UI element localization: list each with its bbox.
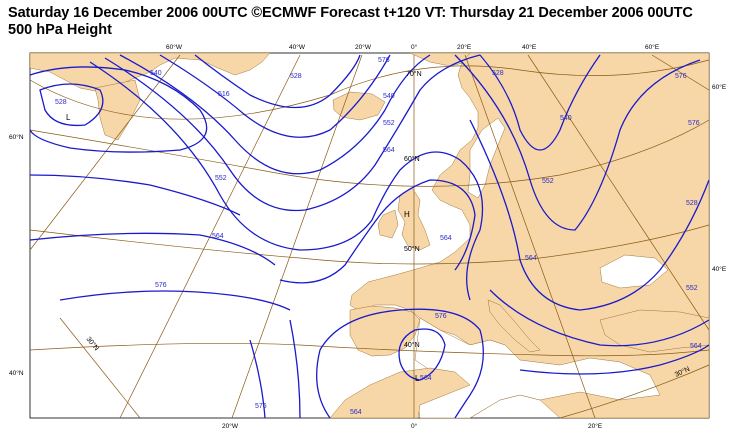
- contour-label: 540: [560, 115, 572, 122]
- chart-subtitle: 500 hPa Height: [8, 22, 112, 38]
- lon-label-bottom: 20°W: [222, 422, 239, 430]
- meridian-60e: [651, 54, 710, 91]
- lon-label-top: 60°E: [645, 43, 660, 51]
- parallel-40n: [29, 342, 710, 357]
- lat-label-left: 60°N: [9, 133, 24, 141]
- contour-label: 552: [542, 178, 554, 185]
- lon-label-top: 60°W: [166, 43, 183, 51]
- iberia: [349, 305, 421, 357]
- lat-label-right: 60°E: [712, 83, 727, 91]
- contour-label: 576: [688, 120, 700, 127]
- contour-label: 564: [440, 235, 452, 242]
- lat-label: 60°N: [404, 155, 420, 163]
- contour-label: 528: [492, 70, 504, 77]
- contour-label: 576: [155, 282, 167, 289]
- contour-576-ridge: [279, 179, 476, 284]
- north-africa: [329, 367, 471, 419]
- contour-labels: 528 540 552 564 576 516 528 540 552 564 …: [55, 57, 702, 416]
- contour-540-ridge: [119, 54, 431, 175]
- lat-label: 40°N: [404, 341, 420, 349]
- high-center: H: [404, 210, 410, 219]
- parallel-50n: [29, 224, 710, 265]
- contour-label: 552: [215, 175, 227, 182]
- chart-title: Saturday 16 December 2006 00UTC ©ECMWF F…: [8, 5, 693, 21]
- lon-label-top: 0°: [411, 43, 418, 51]
- contour-552-east: [454, 54, 701, 231]
- contour-label: 576: [675, 73, 687, 80]
- contour-564-sw: [249, 339, 266, 419]
- greenland-south: [94, 79, 141, 141]
- parallel-60n: [29, 119, 710, 187]
- contour-label: 528: [290, 73, 302, 80]
- contour-564-iberia: [398, 328, 446, 381]
- edge-labels: 60°W 40°W 20°W 0° 20°E 40°E 60°E 20°W 0°…: [9, 43, 727, 430]
- lon-label-top: 20°W: [355, 43, 372, 51]
- parallel-30n-east: [559, 364, 710, 419]
- meridian-20e: [464, 54, 596, 419]
- contour-label: 576: [378, 57, 390, 64]
- contour-label: 564: [690, 343, 702, 350]
- baltic-sea: [467, 117, 506, 199]
- contour-552-ridge: [104, 54, 481, 212]
- contour-576-east: [489, 289, 710, 347]
- lat-label-left: 40°N: [9, 369, 24, 377]
- contour-label: 540: [383, 93, 395, 100]
- contour-label: 528: [55, 99, 67, 106]
- lon-label-top: 40°E: [522, 43, 537, 51]
- contour-552-west: [29, 174, 241, 216]
- lat-label-right: 40°E: [712, 265, 727, 273]
- contour-576-se: [519, 344, 710, 375]
- meridian-60w: [29, 54, 181, 251]
- contour-576-iberia: [316, 308, 484, 419]
- pressure-centers: L H L: [66, 113, 420, 383]
- contour-528-ridge: [159, 54, 391, 138]
- lon-label-top: 20°E: [457, 43, 472, 51]
- contour-label: 516: [218, 91, 230, 98]
- italy: [487, 299, 541, 353]
- contour-label: 564: [420, 375, 432, 382]
- anatolia: [599, 309, 710, 353]
- contour-label: 564: [212, 233, 224, 240]
- low-center-iberia: L: [415, 374, 420, 383]
- meridian-20w: [231, 54, 363, 419]
- contour-label: 552: [383, 120, 395, 127]
- ireland: [377, 209, 399, 239]
- lon-label-top: 40°W: [289, 43, 306, 51]
- lat-label: 50°N: [404, 245, 420, 253]
- contour-540-west: [29, 66, 208, 153]
- contour-516: [194, 54, 361, 109]
- contour-label: 576: [435, 313, 447, 320]
- contour-576-west: [59, 290, 291, 311]
- contour-528-west: [39, 83, 104, 127]
- svalbard: [409, 52, 471, 67]
- low-center-west: L: [66, 113, 71, 122]
- contour-label: 564: [350, 409, 362, 416]
- contour-label: 540: [150, 70, 162, 77]
- parallel-30n: [59, 317, 141, 419]
- contour-564-east: [469, 119, 710, 311]
- contour-540-east: [479, 54, 601, 151]
- lon-label-bottom: 0°: [411, 422, 418, 430]
- contour-564-ridge: [89, 61, 484, 301]
- parallel-70n: [29, 59, 710, 120]
- lon-label-bottom: 20°E: [588, 422, 603, 430]
- meridian-40e: [527, 54, 710, 331]
- contour-564-west: [29, 232, 276, 266]
- height-contours: [29, 54, 710, 419]
- contour-label: 564: [383, 147, 395, 154]
- contour-label: 576: [255, 403, 267, 410]
- contour-576-sw: [289, 319, 301, 419]
- lat-label: 70°N: [406, 70, 422, 78]
- contour-label: 528: [686, 200, 698, 207]
- contour-label: 564: [525, 255, 537, 262]
- contour-label: 552: [686, 285, 698, 292]
